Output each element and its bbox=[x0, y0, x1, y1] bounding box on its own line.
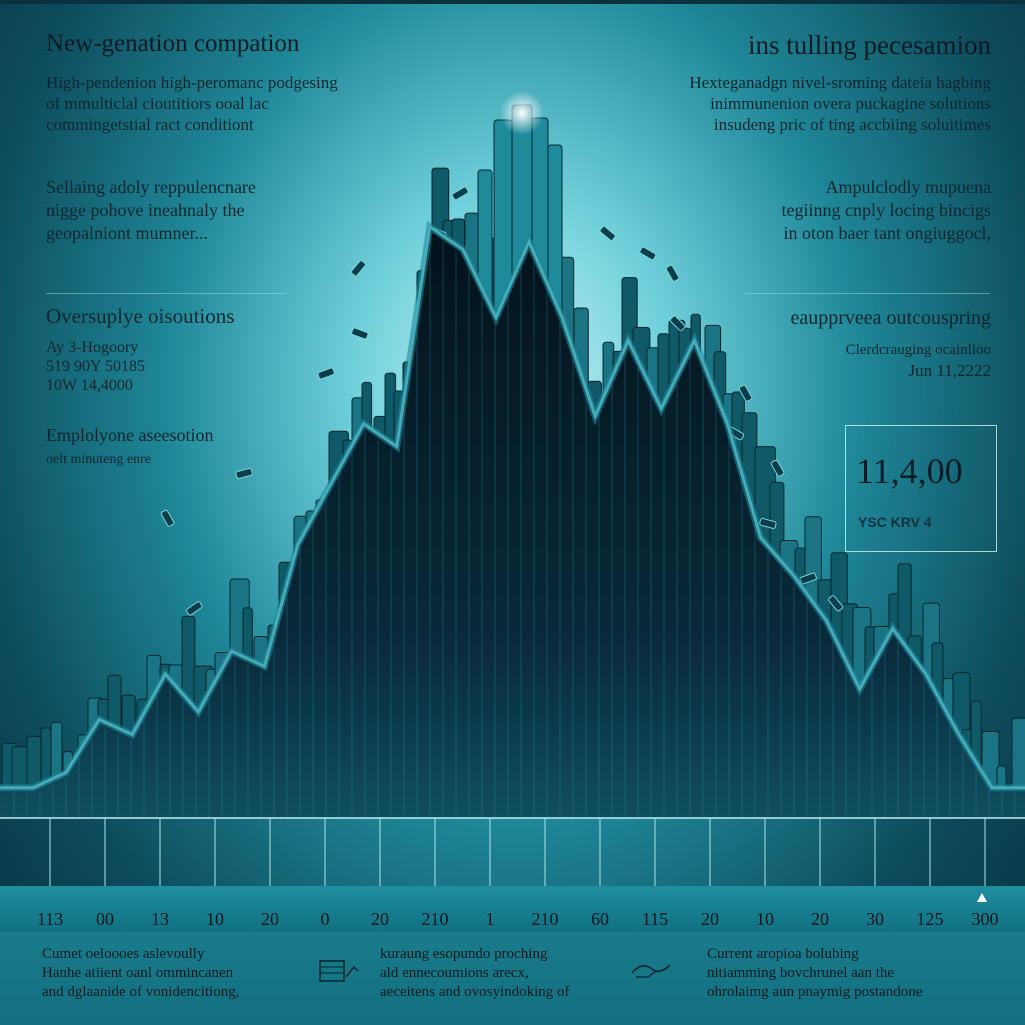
x-tick-label: 300 bbox=[972, 909, 999, 929]
footer-line: aeceitens and ovosyindoking of bbox=[380, 984, 570, 1000]
left-stats: Ay 3-Hogoory 519 90Y 50185 10W 14,4000 bbox=[46, 338, 145, 395]
footer-col-1: Cumet oeloooes aslevoully Hanhe atiient … bbox=[42, 945, 322, 1002]
x-tick-label: 10 bbox=[756, 909, 774, 929]
x-tick-label: 210 bbox=[422, 909, 449, 929]
vertical-stripes bbox=[13, 232, 1016, 818]
x-tick-label: 0 bbox=[321, 909, 330, 929]
footer-line: ohrolaimg aun pnaymig postandone bbox=[707, 984, 923, 1000]
text-line: High-pendenion high-peromanc podgesing bbox=[46, 73, 338, 92]
x-tick-label: 115 bbox=[642, 909, 668, 929]
text-line: Ampulclodly mupuena bbox=[825, 177, 991, 197]
debris-shard bbox=[317, 367, 335, 380]
x-tick-label: 60 bbox=[591, 909, 609, 929]
debris-shard bbox=[160, 509, 175, 527]
debris-shard bbox=[828, 595, 844, 612]
big-value: 11,4,00 bbox=[856, 451, 963, 491]
footer-line: and dglaanide of vonidencitiong, bbox=[42, 984, 240, 1000]
text-line: Sellaing adoly reppulencnare bbox=[46, 177, 256, 197]
x-axis-tick-labels: 113 00 13 10 20 0 20 210 1 210 60 115 20 10 20 30 125 300 bbox=[37, 909, 999, 929]
text-line: Hexteganadgn nivel-sroming dateia hagbin… bbox=[689, 73, 991, 92]
debris-shard bbox=[665, 264, 680, 282]
footer-line: nitiamming bovchrunel aan the bbox=[707, 965, 895, 981]
text-line: geopalniont mumner... bbox=[46, 223, 208, 243]
left-section-title: Oversuplye oisoutions bbox=[46, 304, 235, 328]
footer-col-2: kuraung esopundo proching ald ennecoumio… bbox=[380, 945, 660, 1002]
left-paragraph-1: High-pendenion high-peromanc podgesing o… bbox=[46, 72, 338, 135]
left-sub-text: oelt minuteng enre bbox=[46, 452, 151, 467]
x-tick-label: 20 bbox=[701, 909, 719, 929]
left-paragraph-2: Sellaing adoly reppulencnare nigge pohov… bbox=[46, 176, 256, 245]
footer-line: Cumet oeloooes aslevoully bbox=[42, 946, 205, 962]
x-tick-label: 125 bbox=[917, 909, 944, 929]
handshake-icon bbox=[631, 964, 671, 978]
debris-shard bbox=[738, 384, 753, 402]
footer-line: kuraung esopundo proching bbox=[380, 946, 548, 962]
debris-shard bbox=[235, 467, 253, 479]
right-divider bbox=[745, 293, 990, 294]
top-band bbox=[0, 0, 1025, 4]
x-tick-label: 1 bbox=[486, 909, 495, 929]
axis-band bbox=[0, 886, 1025, 932]
x-tick-label: 20 bbox=[261, 909, 279, 929]
axis-arrow-icon bbox=[977, 893, 987, 902]
right-paragraph-1: Hexteganadgn nivel-sroming dateia hagbin… bbox=[571, 72, 991, 135]
x-tick-label: 20 bbox=[371, 909, 389, 929]
factory-icon bbox=[319, 960, 359, 982]
area-edge bbox=[0, 220, 1025, 792]
footer-line: Hanhe atiient oanl ommincanen bbox=[42, 965, 234, 981]
text-line: insudeng pric of ting accbiing soluitime… bbox=[713, 115, 991, 134]
footer-line: Current aropioa bolubing bbox=[707, 946, 859, 962]
right-sub-text: Clerdcrauging ocainlioo bbox=[845, 342, 991, 358]
footer-line: ald ennecoumions arecx, bbox=[380, 965, 529, 981]
left-sub-title: Emplolyone aseesotion bbox=[46, 425, 214, 445]
footer-strip bbox=[0, 932, 1025, 1025]
footer-col-3: Current aropioa bolubing nitiamming bovc… bbox=[707, 945, 1007, 1002]
stat-line: Ay 3-Hogoory bbox=[46, 339, 139, 356]
debris-shard bbox=[351, 327, 369, 340]
area-fill bbox=[0, 226, 1025, 819]
left-title: New-genation compation bbox=[46, 30, 300, 57]
text-line: nigge pohove ineahnaly the bbox=[46, 200, 245, 220]
stat-line: 519 90Y 50185 bbox=[46, 358, 145, 375]
debris-shard bbox=[770, 459, 785, 477]
x-tick-label: 13 bbox=[151, 909, 169, 929]
debris-shard bbox=[186, 601, 203, 616]
left-divider bbox=[46, 293, 286, 294]
x-tick-label: 10 bbox=[206, 909, 224, 929]
debris-shard bbox=[759, 517, 777, 529]
stat-line: 10W 14,4000 bbox=[46, 377, 133, 394]
x-tick-label: 113 bbox=[37, 909, 63, 929]
debris-shard bbox=[669, 315, 686, 332]
debris-shard bbox=[599, 225, 616, 241]
debris-shard bbox=[451, 186, 469, 201]
peak-glow bbox=[500, 91, 544, 135]
x-axis-ticks bbox=[49, 818, 986, 886]
text-line: of mmulticlal cioutitiors ooal lac bbox=[46, 94, 269, 113]
debris-shard bbox=[639, 246, 657, 261]
right-section-title: eaupprveea outcouspring bbox=[790, 307, 991, 329]
text-line: commingetstial ract conditiont bbox=[46, 115, 254, 134]
x-tick-label: 20 bbox=[811, 909, 829, 929]
x-tick-label: 210 bbox=[532, 909, 559, 929]
right-date: Jun 11,2222 bbox=[908, 361, 992, 380]
right-title: ins tulling pecesamion bbox=[748, 30, 991, 60]
right-paragraph-2: Ampulclodly mupuena tegiinng cnply locin… bbox=[691, 176, 991, 245]
value-box bbox=[845, 425, 997, 552]
text-line: tegiinng cnply locing bincigs bbox=[781, 200, 991, 220]
big-value-code: YSC KRV 4 bbox=[858, 514, 932, 530]
text-line: inimmunenion overa puckagine solutions bbox=[710, 94, 991, 113]
x-tick-label: 00 bbox=[96, 909, 114, 929]
x-tick-label: 30 bbox=[866, 909, 884, 929]
text-line: in oton baer tant ongiuggocl, bbox=[783, 223, 991, 243]
debris-shard bbox=[350, 260, 366, 277]
